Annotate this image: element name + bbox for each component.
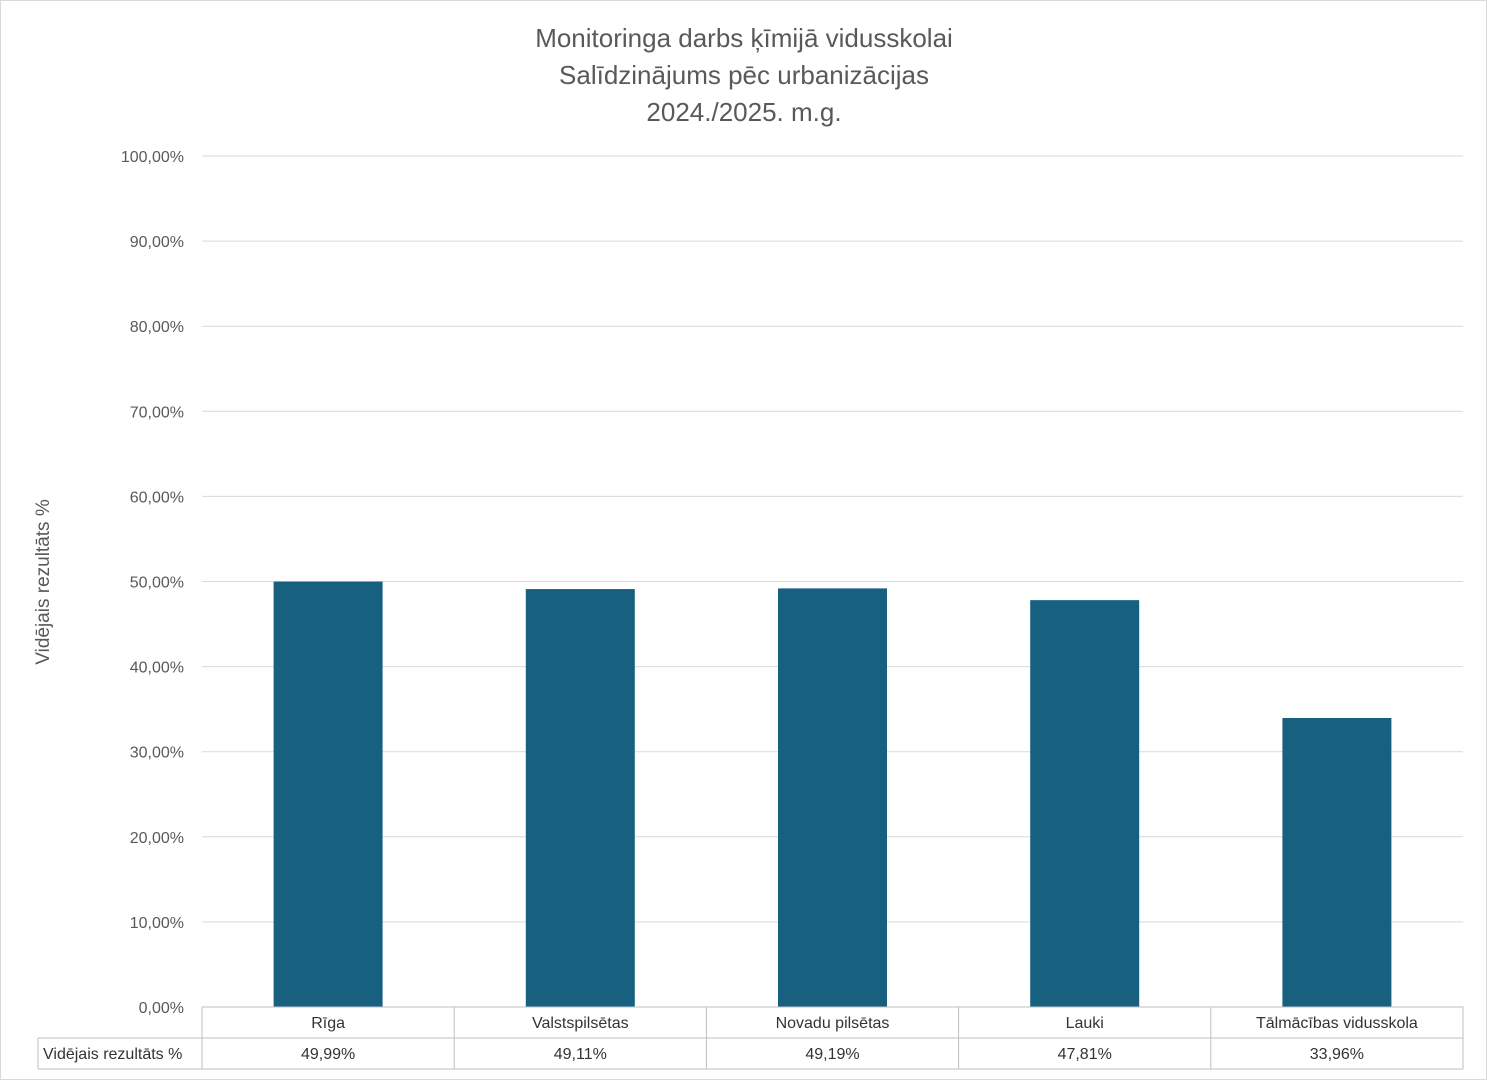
chart-title-line: Salīdzinājums pēc urbanizācijas (559, 60, 929, 90)
y-axis-label: Vidējais rezultāts % (33, 499, 54, 665)
data-label: 33,96% (1310, 1046, 1364, 1063)
bar-3 (778, 588, 887, 1007)
category-label: Lauki (1066, 1015, 1104, 1032)
y-tick-label: 20,00% (130, 830, 184, 847)
category-label: Valstspilsētas (532, 1015, 629, 1032)
chart-title-line: 2024./2025. m.g. (646, 97, 841, 127)
y-tick-label: 80,00% (130, 319, 184, 336)
y-tick-label: 40,00% (130, 660, 184, 677)
y-tick-label: 70,00% (130, 404, 184, 421)
y-tick-label: 10,00% (130, 915, 184, 932)
y-tick-label: 100,00% (121, 149, 184, 166)
data-label: 47,81% (1058, 1046, 1112, 1063)
series-name-label: Vidējais rezultāts % (43, 1046, 182, 1063)
bar-1 (273, 581, 383, 1007)
bar-4 (1030, 600, 1140, 1007)
category-label: Rīga (311, 1015, 345, 1032)
data-label: 49,19% (805, 1046, 859, 1063)
category-label: Novadu pilsētas (776, 1015, 890, 1032)
y-tick-label: 0,00% (139, 1000, 184, 1017)
category-label: Tālmācības vidusskola (1256, 1015, 1418, 1032)
y-tick-label: 30,00% (130, 745, 184, 762)
data-label: 49,99% (301, 1046, 355, 1063)
chart-title-line: Monitoringa darbs ķīmijā vidusskolai (535, 23, 953, 53)
y-tick-label: 90,00% (130, 234, 184, 251)
y-tick-label: 60,00% (130, 489, 184, 506)
y-tick-label: 50,00% (130, 575, 184, 592)
bar-5 (1282, 718, 1392, 1007)
bar-2 (525, 589, 635, 1007)
data-label: 49,11% (554, 1046, 607, 1063)
